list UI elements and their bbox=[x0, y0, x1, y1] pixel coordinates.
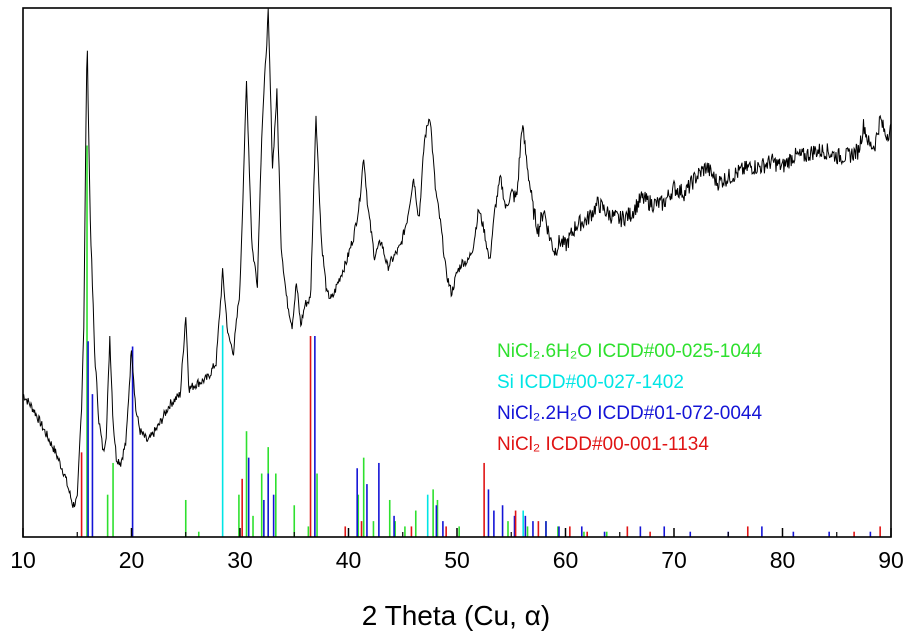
x-tick-label: 80 bbox=[770, 547, 796, 573]
legend-label-si: Si ICDD#00-027-1402 bbox=[497, 372, 684, 393]
legend-label-nicl2-2h2o: NiCl₂.2H₂O ICDD#01-072-0044 bbox=[497, 403, 763, 424]
legend-label-nicl2-6h2o: NiCl₂.6H₂O ICDD#00-025-1044 bbox=[497, 341, 763, 362]
x-tick-label: 20 bbox=[119, 547, 145, 573]
legend-entry-4: NiCl₂ ICDD#00-001-1134 bbox=[497, 429, 762, 460]
x-tick-label: 10 bbox=[10, 547, 36, 573]
x-tick-label: 50 bbox=[444, 547, 470, 573]
x-tick-label: 40 bbox=[336, 547, 362, 573]
x-tick-label: 60 bbox=[553, 547, 579, 573]
legend-entry-3: NiCl₂.2H₂O ICDD#01-072-0044 bbox=[497, 398, 762, 429]
measured-pattern-line bbox=[22, 8, 892, 508]
legend: NiCl₂.6H₂O ICDD#00-025-1044 Si ICDD#00-0… bbox=[497, 336, 762, 460]
x-axis-label: 2 Theta (Cu, α) bbox=[361, 600, 551, 631]
legend-entry-2: Si ICDD#00-027-1402 bbox=[497, 367, 762, 398]
x-tick-label: 70 bbox=[661, 547, 687, 573]
x-tick-label: 30 bbox=[227, 547, 253, 573]
legend-label-nicl2: NiCl₂ ICDD#00-001-1134 bbox=[497, 434, 709, 455]
legend-entry-1: NiCl₂.6H₂O ICDD#00-025-1044 bbox=[497, 336, 762, 367]
x-tick-label: 90 bbox=[878, 547, 904, 573]
